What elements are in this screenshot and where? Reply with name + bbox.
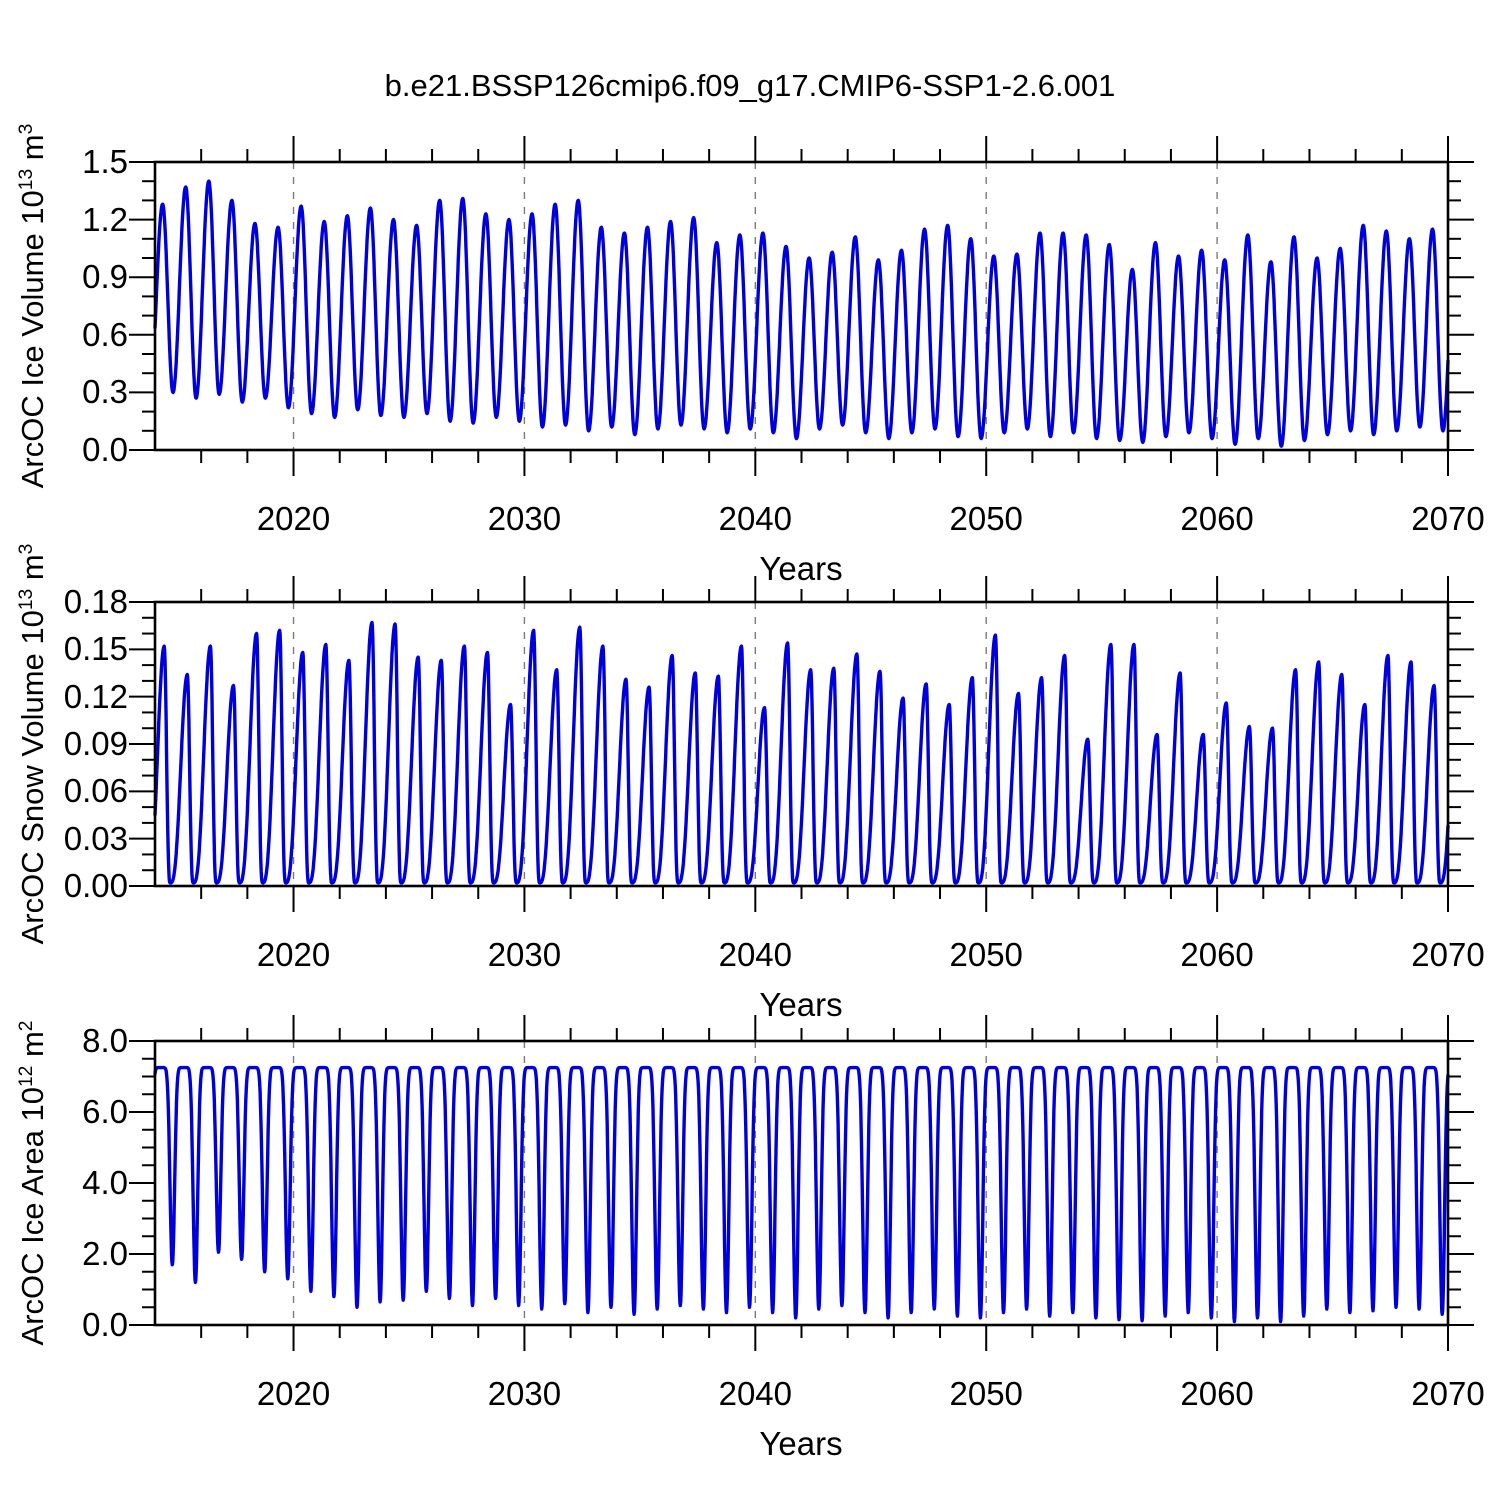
x-axis-title-panel3: Years [759,1425,843,1462]
y-tick-label: 0.3 [82,373,128,411]
x-tick-label: 2040 [718,500,793,537]
y-tick-label: 2.0 [82,1235,128,1272]
y-tick-label: 0.6 [82,315,128,353]
snow-volume-series-line [153,620,1450,885]
x-tick-label: 2050 [949,936,1023,973]
y-tick-label: 0.03 [63,819,128,857]
superscript: 12 [16,1065,38,1088]
y-tick-label: 6.0 [82,1093,128,1130]
y-tick-label: 0.18 [63,583,128,620]
x-tick-label: 2020 [256,500,331,537]
x-tick-label: 2030 [487,1375,562,1412]
y-tick-label: 0.06 [63,772,128,810]
x-tick-label: 2060 [1180,1375,1254,1412]
x-tick-label: 2020 [256,1375,331,1412]
y-tick-label: 4.0 [82,1164,128,1201]
x-axis-title-panel1: Years [759,550,843,587]
y-tick-label: 0.09 [63,725,128,762]
x-tick-label: 2030 [487,500,562,537]
x-tick-label: 2040 [718,1375,793,1412]
x-tick-label: 2070 [1411,936,1485,973]
x-tick-label: 2070 [1411,500,1485,537]
x-tick-label: 2060 [1180,500,1254,537]
x-tick-label: 2040 [718,936,793,973]
chart-title: b.e21.BSSP126cmip6.f09_g17.CMIP6-SSP1-2.… [384,68,1116,103]
y-tick-label: 1.5 [82,143,128,180]
y-tick-label: 0.0 [82,1306,128,1343]
y-tick-label: 0.15 [63,630,128,668]
y-tick-label: 0.9 [82,258,128,296]
superscript: 3 [16,543,38,555]
x-tick-label: 2030 [487,936,562,973]
x-tick-label: 2060 [1180,936,1254,973]
y-tick-label: 0.00 [63,867,128,904]
x-tick-label: 2070 [1411,1375,1485,1412]
x-tick-label: 2050 [949,500,1023,537]
y-tick-label: 0.0 [82,431,128,468]
superscript: 3 [16,123,38,135]
x-tick-label: 2050 [949,1375,1023,1412]
ice-volume-series-line [153,179,1450,448]
y-tick-label: 8.0 [82,1022,128,1059]
y-tick-label: 1.2 [82,200,128,238]
x-axis-title-panel2: Years [759,986,843,1023]
x-tick-label: 2020 [256,936,331,973]
ice-area-series-line [153,1065,1450,1324]
y-tick-label: 0.12 [63,677,128,715]
